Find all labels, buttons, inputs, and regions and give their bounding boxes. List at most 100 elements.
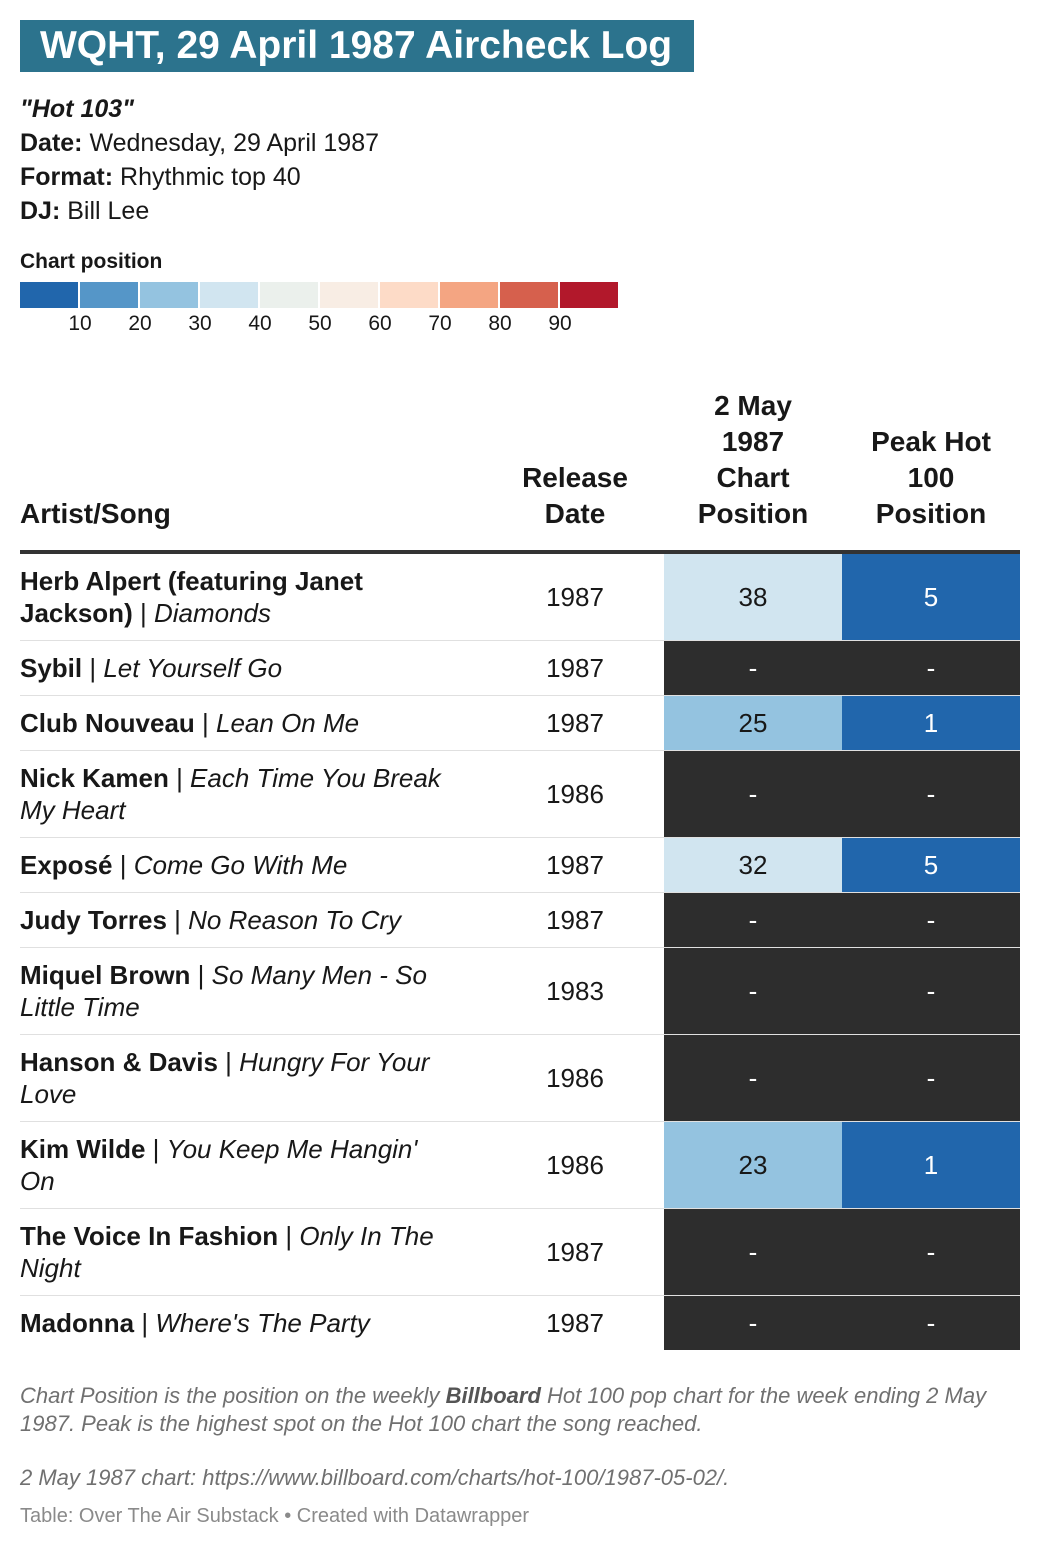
chart-position-cell: - (664, 1034, 842, 1122)
chart-position-cell: - (664, 892, 842, 948)
legend-swatch (260, 282, 318, 308)
song-title: Diamonds (153, 598, 271, 628)
footnote-chart-link: 2 May 1987 chart: https://www.billboard.… (20, 1465, 730, 1490)
legend-tick-labels: 10 20 30 40 50 60 70 80 90 (20, 310, 620, 340)
peak-position-cell: - (842, 750, 1020, 838)
chart-position-cell: - (664, 750, 842, 838)
footnote-chart-position: Chart Position is the position on the we… (20, 1382, 1010, 1438)
format-line: Format: Rhythmic top 40 (20, 160, 1020, 194)
datawrapper-table: WQHT, 29 April 1987 Aircheck Log "Hot 10… (20, 20, 1020, 1527)
release-date-cell: 1986 (486, 1121, 664, 1209)
source-credit: Table: Over The Air Substack • Created w… (20, 1505, 530, 1527)
chart-position-cell: 38 (664, 552, 842, 641)
peak-position-cell: 5 (842, 552, 1020, 641)
artist-song-cell: The Voice In Fashion | Only In The Night (20, 1208, 486, 1296)
song-title: Where's The Party (155, 1308, 370, 1338)
legend-tick-label: 70 (428, 312, 452, 335)
table-row: Herb Alpert (featuring Janet Jackson) | … (20, 552, 1020, 641)
legend-tick-label: 30 (188, 312, 212, 335)
artist-song-cell: Kim Wilde | You Keep Me Hangin' On (20, 1121, 486, 1209)
legend-swatch (440, 282, 498, 308)
chart-position-cell: 32 (664, 837, 842, 893)
artist-name: Herb Alpert (featuring Janet Jackson) (20, 566, 363, 628)
chart-position-cell: 23 (664, 1121, 842, 1209)
header-peak-position[interactable]: Peak Hot 100 Position (842, 388, 1020, 554)
footnotes: Chart Position is the position on the we… (20, 1382, 1010, 1518)
release-date-cell: 1986 (486, 1034, 664, 1122)
artist-song-cell: Madonna | Where's The Party (20, 1308, 370, 1338)
legend-tick-label: 80 (488, 312, 512, 335)
table-body: Herb Alpert (featuring Janet Jackson) | … (20, 552, 1020, 1350)
date-value: Wednesday, 29 April 1987 (89, 129, 380, 157)
format-label: Format: (20, 163, 114, 191)
chart-position-cell: 25 (664, 695, 842, 751)
legend-swatch (380, 282, 438, 308)
table-header-row: Artist/Song Release Date 2 May 1987 Char… (20, 388, 1020, 554)
legend-swatch (200, 282, 258, 308)
release-date-cell: 1987 (486, 892, 664, 948)
artist-song-cell: Club Nouveau | Lean On Me (20, 695, 486, 751)
table-row: Kim Wilde | You Keep Me Hangin' On 1986 23… (20, 1121, 1020, 1209)
table-row: Hanson & Davis | Hungry For Your Love 198… (20, 1034, 1020, 1122)
legend-swatch (320, 282, 378, 308)
footnote-billboard: Billboard (445, 1383, 541, 1408)
release-date-cell: 1986 (486, 750, 664, 838)
song-title: Come Go With Me (133, 850, 348, 880)
legend-swatch (560, 282, 618, 308)
artist-name: Nick Kamen (20, 763, 169, 793)
dj-label: DJ: (20, 197, 61, 225)
legend-swatch (80, 282, 138, 308)
legend-tick-label: 10 (68, 312, 92, 335)
release-date-cell: 1987 (486, 837, 664, 893)
song-title: Hungry For Your Love (20, 1047, 430, 1109)
artist-name: Madonna (20, 1308, 135, 1338)
table-row: Judy Torres | No Reason To Cry 1987- - (20, 892, 1020, 948)
table-row: Nick Kamen | Each Time You Break My Hear… (20, 750, 1020, 838)
table-row: Club Nouveau | Lean On Me 1987 25 1 (20, 695, 1020, 751)
artist-name: Judy Torres (20, 905, 167, 935)
header-release-date[interactable]: Release Date (486, 388, 664, 554)
peak-position-cell: - (842, 1295, 1020, 1350)
peak-position-cell: - (842, 1034, 1020, 1122)
legend-tick-label: 40 (248, 312, 272, 335)
release-date-cell: 1987 (486, 1208, 664, 1296)
peak-position-cell: 1 (842, 1121, 1020, 1209)
table-row: The Voice In Fashion | Only In The Night… (20, 1208, 1020, 1296)
release-date-cell: 1987 (486, 640, 664, 696)
date-label: Date: (20, 129, 83, 157)
song-title: Only In The Night (20, 1221, 434, 1283)
artist-song-cell: Sybil | Let Yourself Go (20, 640, 486, 696)
format-value: Rhythmic top 40 (120, 163, 301, 191)
legend-color-scale (20, 282, 620, 308)
release-date-cell: 1987 (546, 1308, 604, 1338)
table-row: Madonna | Where's The Party 1987 - - (20, 1295, 1020, 1350)
artist-song-cell: Judy Torres | No Reason To Cry (20, 892, 486, 948)
header-artist-song[interactable]: Artist/Song (20, 388, 486, 554)
artist-song-cell: Hanson & Davis | Hungry For Your Love (20, 1034, 486, 1122)
peak-position-cell: - (842, 947, 1020, 1035)
table-row: Miquel Brown | So Many Men - So Little T… (20, 947, 1020, 1035)
table-row: Exposé | Come Go With Me 1987 32 5 (20, 837, 1020, 893)
artist-song-cell: Exposé | Come Go With Me (20, 837, 486, 893)
artist-name: Club Nouveau (20, 708, 195, 738)
song-title: Each Time You Break My Heart (20, 763, 441, 825)
artist-name: Kim Wilde (20, 1134, 146, 1164)
release-date-cell: 1987 (486, 552, 664, 641)
chart-position-cell: - (664, 1295, 842, 1350)
artist-song-cell: Nick Kamen | Each Time You Break My Hear… (20, 750, 486, 838)
aircheck-table: Artist/Song Release Date 2 May 1987 Char… (20, 388, 1020, 1350)
peak-position-cell: - (842, 1208, 1020, 1296)
peak-position-cell: 5 (842, 837, 1020, 893)
legend-swatch (500, 282, 558, 308)
peak-position-cell: 1 (842, 695, 1020, 751)
legend-swatch (20, 282, 78, 308)
song-title: Lean On Me (216, 708, 360, 738)
header-chart-position[interactable]: 2 May 1987 Chart Position (664, 388, 842, 554)
footnote-text-post: Hot 100 pop chart for the week ending 2 … (20, 1383, 987, 1436)
station-nickname: "Hot 103" (20, 95, 135, 123)
legend-tick-label: 90 (548, 312, 572, 335)
legend-title: Chart position (20, 250, 163, 273)
legend-tick-label: 50 (308, 312, 332, 335)
footnote-text-pre: Chart Position is the position on the we… (20, 1383, 446, 1408)
artist-name: Exposé (20, 850, 113, 880)
